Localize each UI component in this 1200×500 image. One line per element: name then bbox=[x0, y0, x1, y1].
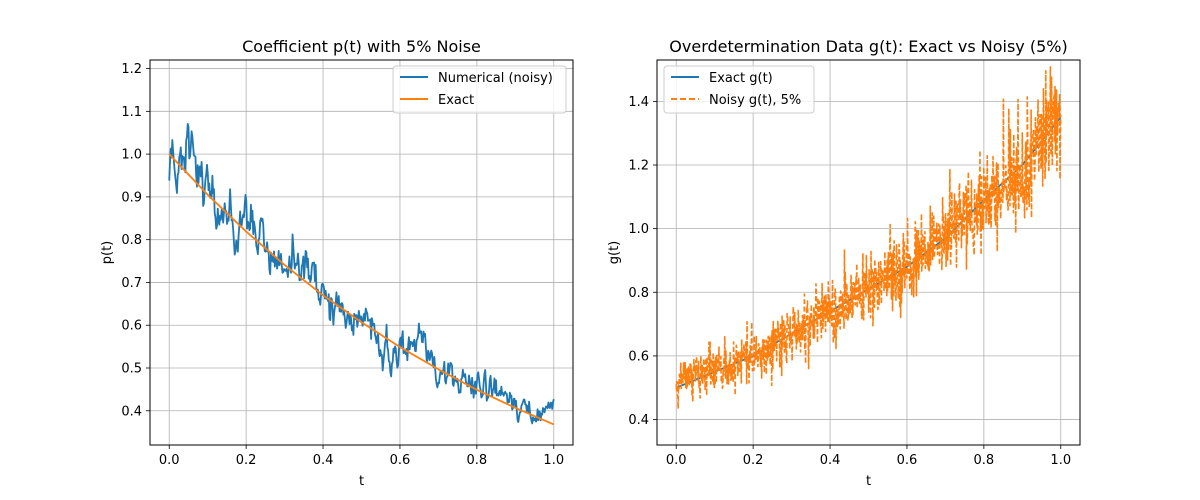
x-tick-label: 1.0 bbox=[543, 453, 564, 468]
y-axis-label: g(t) bbox=[607, 241, 622, 265]
series-layer bbox=[675, 66, 1062, 410]
y-tick-label: 1.1 bbox=[121, 105, 142, 120]
y-tick-label: 0.4 bbox=[121, 404, 142, 419]
legend-label-exact: Exact g(t) bbox=[709, 71, 773, 86]
x-tick-label: 0.2 bbox=[743, 453, 764, 468]
y-axis-label: p(t) bbox=[100, 241, 115, 265]
x-tick-label: 0.6 bbox=[897, 453, 918, 468]
x-tick-label: 0.8 bbox=[974, 453, 995, 468]
x-tick-label: 0.0 bbox=[159, 453, 180, 468]
y-tick-label: 0.5 bbox=[121, 362, 142, 377]
axis-ticks: 0.0 0.2 0.4 0.6 0.8 1.0 0.4 0.6 0.8 1.0 1.2 1.4 bbox=[628, 95, 1071, 468]
legend: Exact g(t) Noisy g(t), 5% bbox=[663, 65, 815, 114]
y-tick-label: 1.4 bbox=[628, 95, 649, 110]
grid-lines bbox=[657, 60, 1080, 445]
legend-label-exact: Exact bbox=[438, 93, 474, 108]
y-tick-label: 0.6 bbox=[121, 319, 142, 334]
series-layer bbox=[168, 123, 555, 426]
p-coefficient-chart: 0.0 0.2 0.4 0.6 0.8 1.0 0.4 0.5 0.6 0.7 0.8 0.9 1.0 1… bbox=[100, 37, 574, 489]
y-tick-label: 1.2 bbox=[121, 62, 142, 77]
legend-label-numerical: Numerical (noisy) bbox=[438, 71, 553, 86]
chart-title: Overdetermination Data g(t): Exact vs No… bbox=[669, 37, 1067, 56]
g-overdetermination-chart: 0.0 0.2 0.4 0.6 0.8 1.0 0.4 0.6 0.8 1.0 1.2 1.4 Ove… bbox=[607, 37, 1081, 489]
series-line-exact bbox=[168, 153, 555, 426]
y-tick-label: 0.7 bbox=[121, 276, 142, 291]
chart-title: Coefficient p(t) with 5% Noise bbox=[242, 37, 481, 56]
legend: Numerical (noisy) Exact bbox=[392, 65, 567, 114]
x-tick-label: 0.6 bbox=[390, 453, 411, 468]
y-tick-label: 0.4 bbox=[628, 413, 649, 428]
y-tick-label: 1.0 bbox=[628, 222, 649, 237]
axis-ticks: 0.0 0.2 0.4 0.6 0.8 1.0 0.4 0.5 0.6 0.7 0.8 0.9 1.0 1… bbox=[121, 62, 564, 468]
series-line-noisy-g-t-5 bbox=[675, 66, 1062, 410]
x-axis-label: t bbox=[359, 474, 364, 489]
y-tick-label: 1.0 bbox=[121, 148, 142, 163]
y-tick-label: 0.8 bbox=[121, 233, 142, 248]
x-tick-label: 0.4 bbox=[820, 453, 841, 468]
x-tick-label: 0.0 bbox=[666, 453, 687, 468]
y-tick-label: 1.2 bbox=[628, 159, 649, 174]
legend-label-noisy: Noisy g(t), 5% bbox=[709, 93, 801, 108]
legend-box bbox=[392, 65, 567, 114]
x-tick-label: 0.8 bbox=[467, 453, 488, 468]
legend-box bbox=[663, 65, 815, 114]
x-axis-label: t bbox=[866, 474, 871, 489]
y-tick-label: 0.6 bbox=[628, 349, 649, 364]
y-tick-label: 0.9 bbox=[121, 190, 142, 205]
x-tick-label: 1.0 bbox=[1050, 453, 1071, 468]
plot-frame bbox=[656, 59, 1081, 446]
series-line-numerical-noisy bbox=[168, 123, 555, 425]
x-tick-label: 0.4 bbox=[313, 453, 334, 468]
y-tick-label: 0.8 bbox=[628, 286, 649, 301]
x-tick-label: 0.2 bbox=[236, 453, 257, 468]
plot-frame bbox=[149, 59, 574, 446]
